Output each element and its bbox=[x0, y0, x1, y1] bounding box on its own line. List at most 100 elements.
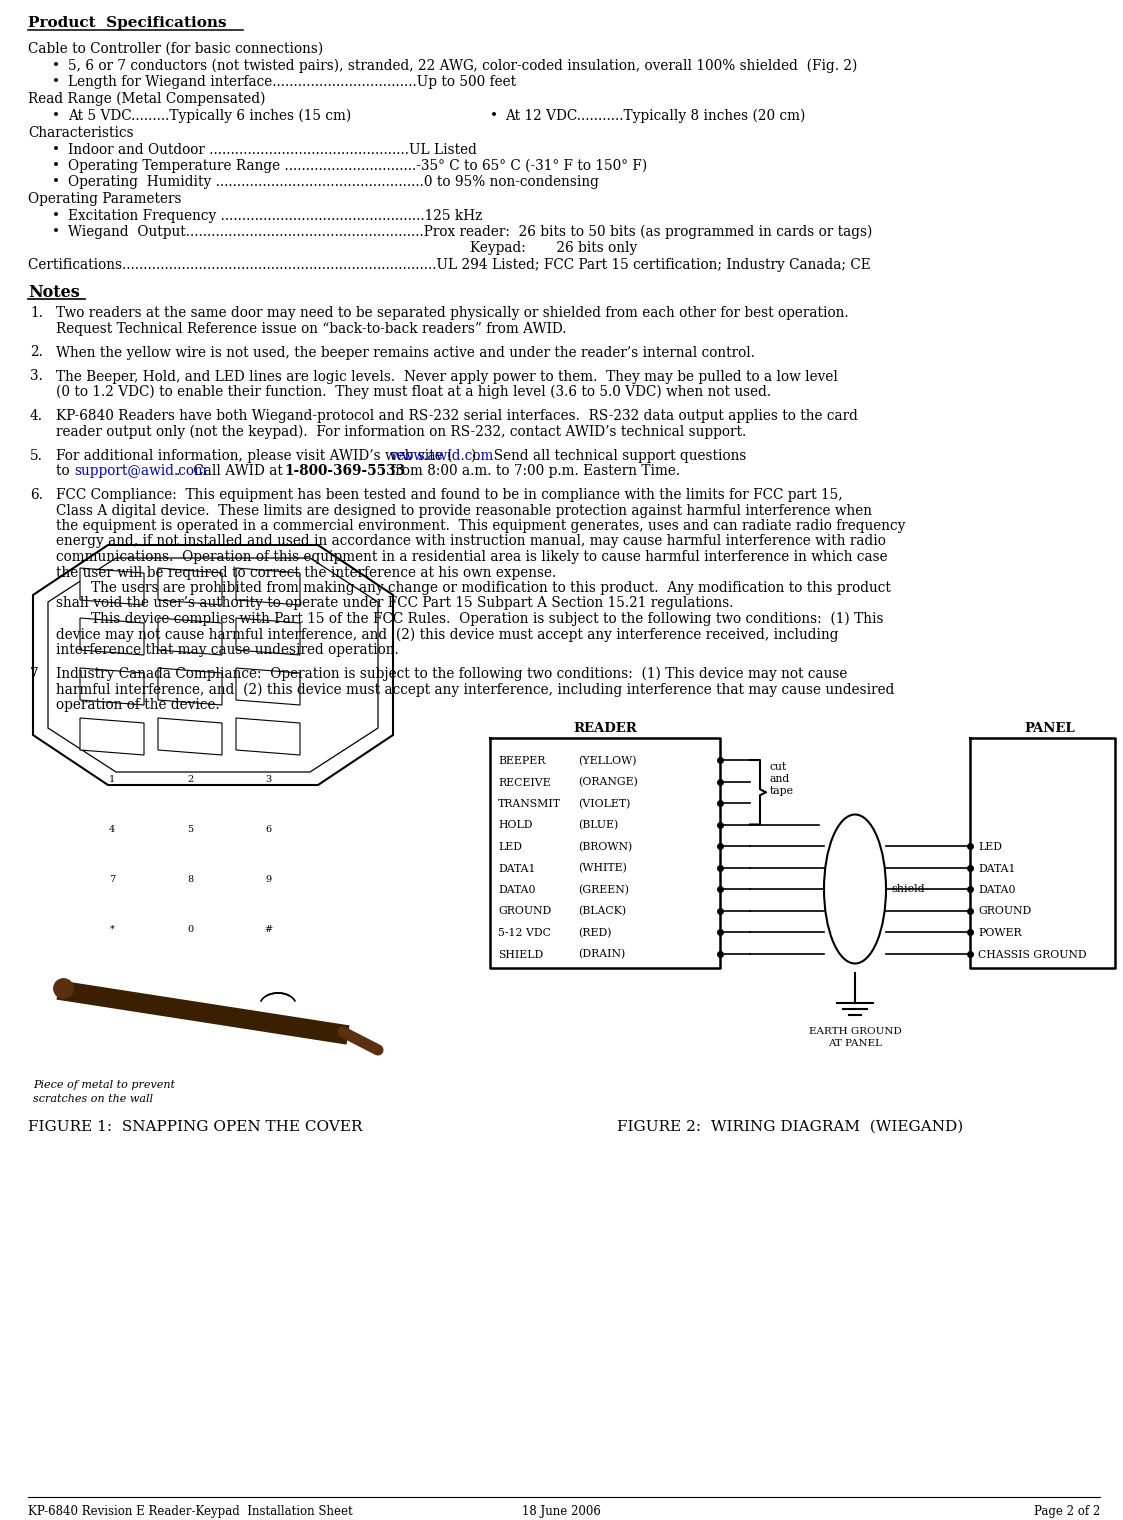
Text: •: • bbox=[52, 143, 60, 157]
Text: Wiegand  Output........................................................Prox read: Wiegand Output..........................… bbox=[69, 225, 873, 239]
Text: CHASSIS GROUND: CHASSIS GROUND bbox=[978, 950, 1087, 959]
Text: TRANSMIT: TRANSMIT bbox=[497, 800, 562, 809]
Text: •: • bbox=[52, 225, 60, 239]
Text: 1.: 1. bbox=[30, 306, 43, 321]
Text: The users are prohibited from making any change or modification to this product.: The users are prohibited from making any… bbox=[91, 581, 891, 594]
Text: tape: tape bbox=[770, 786, 794, 796]
Text: Excitation Frequency ................................................125 kHz: Excitation Frequency ...................… bbox=[69, 210, 482, 223]
Text: RECEIVE: RECEIVE bbox=[497, 778, 550, 787]
Text: At 5 VDC.........Typically 6 inches (15 cm): At 5 VDC.........Typically 6 inches (15 … bbox=[69, 109, 351, 123]
Text: 3: 3 bbox=[265, 775, 271, 783]
Text: energy and, if not installed and used in accordance with instruction manual, may: energy and, if not installed and used in… bbox=[56, 535, 886, 549]
Text: 18 June 2006: 18 June 2006 bbox=[521, 1505, 601, 1518]
Text: •: • bbox=[52, 175, 60, 188]
Text: from 8:00 a.m. to 7:00 p.m. Eastern Time.: from 8:00 a.m. to 7:00 p.m. Eastern Time… bbox=[386, 464, 681, 477]
Text: 5, 6 or 7 conductors (not twisted pairs), stranded, 22 AWG, color-coded insulati: 5, 6 or 7 conductors (not twisted pairs)… bbox=[69, 59, 857, 73]
Text: DATA0: DATA0 bbox=[978, 885, 1015, 895]
Text: Page 2 of 2: Page 2 of 2 bbox=[1034, 1505, 1101, 1518]
Text: FIGURE 1:  SNAPPING OPEN THE COVER: FIGURE 1: SNAPPING OPEN THE COVER bbox=[28, 1120, 363, 1134]
Polygon shape bbox=[236, 667, 300, 705]
Polygon shape bbox=[236, 717, 300, 755]
Text: device may not cause harmful interference, and  (2) this device must accept any : device may not cause harmful interferenc… bbox=[56, 628, 839, 641]
Text: (BROWN): (BROWN) bbox=[578, 842, 632, 853]
Text: 7: 7 bbox=[109, 874, 116, 883]
Polygon shape bbox=[158, 619, 222, 655]
Text: 1: 1 bbox=[109, 775, 116, 783]
Text: 6: 6 bbox=[265, 824, 271, 833]
Polygon shape bbox=[236, 619, 300, 655]
Text: KP-6840 Revision E Reader-Keypad  Installation Sheet: KP-6840 Revision E Reader-Keypad Install… bbox=[28, 1505, 353, 1518]
Text: LED: LED bbox=[497, 842, 522, 853]
Polygon shape bbox=[80, 717, 144, 755]
Text: Certifications..................................................................: Certifications..........................… bbox=[28, 258, 870, 272]
Text: •: • bbox=[52, 74, 60, 90]
Text: cut: cut bbox=[770, 762, 787, 772]
Text: 4.: 4. bbox=[30, 409, 43, 423]
Polygon shape bbox=[158, 568, 222, 605]
Polygon shape bbox=[80, 667, 144, 705]
Text: FCC Compliance:  This equipment has been tested and found to be in compliance wi: FCC Compliance: This equipment has been … bbox=[56, 488, 842, 502]
Text: 3.: 3. bbox=[30, 369, 43, 383]
Text: and: and bbox=[770, 774, 791, 784]
Text: 4: 4 bbox=[109, 824, 116, 833]
Text: Operating Parameters: Operating Parameters bbox=[28, 192, 182, 207]
Text: harmful interference, and  (2) this device must accept any interference, includi: harmful interference, and (2) this devic… bbox=[56, 682, 894, 696]
Text: When the yellow wire is not used, the beeper remains active and under the reader: When the yellow wire is not used, the be… bbox=[56, 345, 755, 360]
Text: Cable to Controller (for basic connections): Cable to Controller (for basic connectio… bbox=[28, 43, 323, 56]
Text: The Beeper, Hold, and LED lines are logic levels.  ​Never​ apply power to them. : The Beeper, Hold, and LED lines are logi… bbox=[56, 369, 838, 383]
Text: the user will be required to correct the interference at his own expense.: the user will be required to correct the… bbox=[56, 565, 556, 579]
Text: Industry Canada Compliance:  Operation is subject to the following two condition: Industry Canada Compliance: Operation is… bbox=[56, 667, 848, 681]
Text: 5: 5 bbox=[186, 824, 193, 833]
Text: 9: 9 bbox=[265, 874, 271, 883]
Text: (0 to 1.2 VDC) to enable their function.  They must float at a high level (3.6 t: (0 to 1.2 VDC) to enable their function.… bbox=[56, 385, 772, 400]
Text: Length for Wiegand interface..................................Up to 500 feet: Length for Wiegand interface............… bbox=[69, 74, 517, 90]
Text: 5-12 VDC: 5-12 VDC bbox=[497, 929, 551, 938]
Text: Piece of metal to prevent: Piece of metal to prevent bbox=[33, 1081, 175, 1090]
Text: 7: 7 bbox=[30, 667, 38, 681]
Text: •: • bbox=[490, 109, 497, 123]
Polygon shape bbox=[33, 546, 393, 784]
Text: Operating  Humidity .................................................0 to 95% no: Operating Humidity .....................… bbox=[69, 175, 599, 188]
Text: Notes: Notes bbox=[28, 284, 80, 301]
Polygon shape bbox=[80, 568, 144, 605]
Text: Two readers at the same door may need to be separated physically or shielded fro: Two readers at the same door may need to… bbox=[56, 306, 849, 321]
Text: #: # bbox=[264, 924, 272, 933]
Text: 0: 0 bbox=[186, 924, 193, 933]
Text: Indoor and Outdoor ...............................................UL Listed: Indoor and Outdoor .....................… bbox=[69, 143, 477, 157]
Text: Product  Specifications: Product Specifications bbox=[28, 17, 227, 30]
Text: •: • bbox=[52, 210, 60, 223]
Text: •: • bbox=[52, 160, 60, 173]
Text: www.awid.com: www.awid.com bbox=[391, 448, 494, 462]
Text: GROUND: GROUND bbox=[497, 906, 551, 917]
Text: (GREEN): (GREEN) bbox=[578, 885, 629, 895]
Text: 8: 8 bbox=[186, 874, 193, 883]
Text: (BLUE): (BLUE) bbox=[578, 821, 619, 830]
Text: (BLACK): (BLACK) bbox=[578, 906, 627, 917]
Text: FIGURE 2:  WIRING DIAGRAM  (WIEGAND): FIGURE 2: WIRING DIAGRAM (WIEGAND) bbox=[617, 1120, 964, 1134]
Text: LED: LED bbox=[978, 842, 1002, 853]
Text: 2: 2 bbox=[186, 775, 193, 783]
Text: (RED): (RED) bbox=[578, 927, 612, 938]
Text: .   Call AWID at: . Call AWID at bbox=[176, 464, 287, 477]
Text: (ORANGE): (ORANGE) bbox=[578, 777, 638, 787]
Text: reader output only (not the keypad).  For information on RS-232, contact AWID’s : reader output only (not the keypad). For… bbox=[56, 424, 747, 439]
Text: This device complies with Part 15 of the FCC Rules.  Operation is subject to the: This device complies with Part 15 of the… bbox=[91, 613, 884, 626]
Text: shall void the user’s authority to operate under FCC Part 15 Subpart A Section 1: shall void the user’s authority to opera… bbox=[56, 596, 733, 611]
Text: Operating Temperature Range ...............................-35° C to 65° C (-31°: Operating Temperature Range ............… bbox=[69, 160, 647, 173]
Text: HOLD: HOLD bbox=[497, 821, 532, 830]
Text: shield: shield bbox=[891, 885, 924, 894]
Text: 2.: 2. bbox=[30, 345, 43, 360]
Text: DATA1: DATA1 bbox=[978, 863, 1015, 874]
Text: GROUND: GROUND bbox=[978, 906, 1031, 917]
Text: communications.  Operation of this equipment in a residential area is likely to : communications. Operation of this equipm… bbox=[56, 550, 887, 564]
Text: POWER: POWER bbox=[978, 929, 1022, 938]
Text: interference that may cause undesired operation.: interference that may cause undesired op… bbox=[56, 643, 399, 657]
Polygon shape bbox=[236, 568, 300, 605]
Text: *: * bbox=[110, 924, 115, 933]
Text: •: • bbox=[52, 109, 60, 123]
Text: to: to bbox=[56, 464, 74, 477]
Text: READER: READER bbox=[573, 722, 637, 736]
Text: (DRAIN): (DRAIN) bbox=[578, 950, 626, 959]
Text: operation of the device.: operation of the device. bbox=[56, 698, 220, 711]
Text: 6.: 6. bbox=[30, 488, 43, 502]
